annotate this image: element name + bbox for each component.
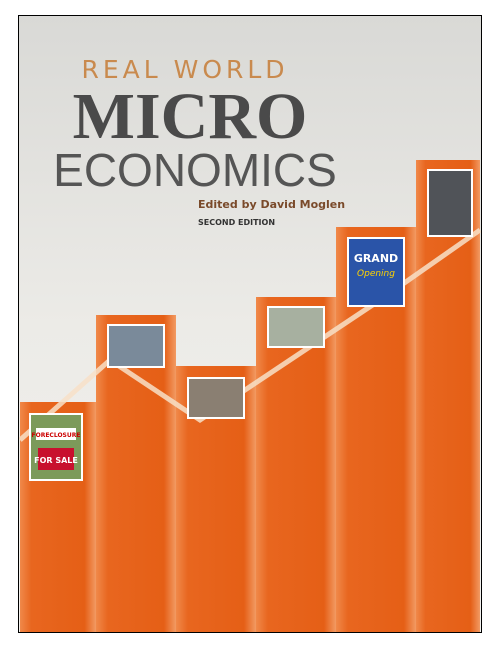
photo-grand-opening [347,237,405,307]
cover-border [18,15,482,633]
title-line2: ECONOMICS [53,144,337,196]
photos: FORECLOSURE FOR SALE GRAND Opening [29,169,473,481]
sign [38,448,74,470]
series-label: REAL WORLD [81,55,288,84]
photo-house [29,413,83,481]
bar [256,297,336,632]
edition: SECOND EDITION [198,218,275,227]
sign-text: GRAND [354,252,398,265]
photo-warehouse [107,324,165,368]
title-line1: MICRO [73,80,308,153]
sign-text: FORECLOSURE [32,432,81,439]
editor: Edited by David Moglen [198,198,345,211]
photo-handshake [187,377,245,419]
sign-text: FOR SALE [34,456,78,465]
photo-card [267,306,325,348]
sign-text: Opening [357,269,395,279]
photo-keyboard [427,169,473,237]
sign [36,428,76,440]
